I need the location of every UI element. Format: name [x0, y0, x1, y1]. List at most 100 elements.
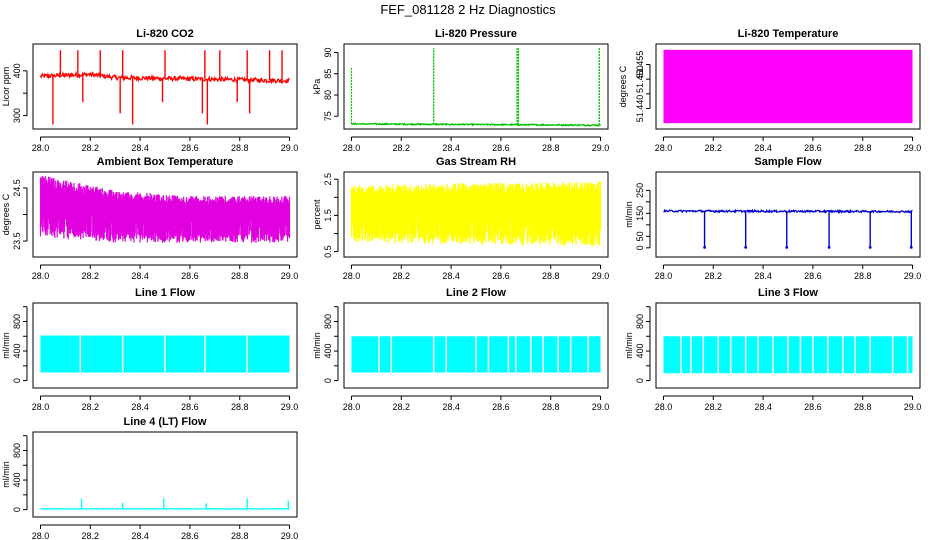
x-tick-label: 28.8 [854, 271, 872, 281]
y-tick-label: 150 [635, 206, 645, 221]
y-axis-label: degrees C [618, 65, 628, 107]
x-tick-label: 29.0 [281, 531, 299, 540]
plot-frame [655, 43, 921, 130]
chart-li820-temp: Li-820 Temperature 28.0 28.2 28.4 28.6 28.8 29… [618, 28, 921, 153]
plot-area [663, 208, 913, 249]
data-band [379, 336, 391, 373]
x-tick-label: 28.4 [442, 143, 460, 153]
data-point [785, 245, 789, 249]
y-tick-label: 0 [12, 378, 22, 383]
chart-line2: Line 2 Flow 28.0 28.2 28.4 28.6 28.8 29.0 0 400 8… [312, 287, 609, 412]
plot-area [40, 498, 290, 510]
chart-title: Li-820 Temperature [738, 28, 839, 40]
plot-area [351, 336, 601, 373]
data-band [893, 336, 907, 374]
x-tick-label: 29.0 [592, 271, 610, 281]
data-band [746, 336, 758, 374]
chart-title: Line 2 Flow [446, 287, 506, 299]
data-band [558, 336, 570, 373]
x-tick-label: 28.2 [705, 143, 723, 153]
data-band [719, 336, 730, 374]
data-band [801, 336, 813, 374]
x-tick-label: 28.0 [32, 531, 50, 540]
x-tick-label: 28.6 [181, 271, 199, 281]
x-tick-label: 28.8 [231, 271, 249, 281]
y-tick-label: 23.5 [12, 232, 22, 250]
x-tick-label: 28.4 [754, 271, 772, 281]
plot-area [39, 50, 290, 125]
x-tick-label: 28.8 [854, 402, 872, 412]
y-tick-label: 51.450 [635, 65, 645, 93]
chart-sample-flow: Sample Flow 28.0 28.2 28.4 28.6 28.8 29.0 0 50 15… [624, 156, 921, 281]
x-tick-label: 28.6 [492, 402, 510, 412]
plot-frame [655, 171, 921, 258]
plot-frame [32, 171, 298, 258]
data-band [40, 335, 80, 373]
x-tick-label: 28.2 [82, 271, 100, 281]
x-tick-label: 28.6 [181, 402, 199, 412]
data-point [744, 245, 748, 249]
chart-line4: Line 4 (LT) Flow 28.0 28.2 28.4 28.6 28.8 29.0… [1, 416, 298, 540]
data-band [843, 336, 855, 374]
plot-area [350, 48, 602, 127]
chart-title: Gas Stream RH [436, 156, 516, 168]
y-axis-label: kPa [312, 79, 322, 95]
x-tick-label: 28.0 [343, 271, 361, 281]
x-tick-label: 28.6 [804, 143, 822, 153]
data-series [40, 507, 290, 510]
data-band [351, 336, 379, 373]
data-point [827, 245, 831, 249]
plot-frame [32, 43, 298, 130]
x-tick-label: 29.0 [904, 143, 922, 153]
y-tick-label: 0.5 [323, 245, 333, 258]
x-tick-label: 28.4 [442, 271, 460, 281]
x-tick-label: 28.6 [181, 531, 199, 540]
y-tick-label: 51.455 [635, 51, 645, 79]
data-band [704, 336, 718, 374]
y-axis-label: percent [312, 199, 322, 230]
plot-frame [343, 302, 609, 389]
plot-area [663, 336, 913, 374]
x-tick-label: 28.4 [442, 402, 460, 412]
chart-title: Li-820 CO2 [136, 28, 193, 40]
x-tick-label: 28.2 [82, 143, 100, 153]
y-axis-label: ml/min [1, 332, 11, 359]
plot-area [39, 175, 291, 243]
x-tick-label: 29.0 [592, 402, 610, 412]
x-tick-label: 28.2 [705, 402, 723, 412]
chart-title: Li-820 Pressure [435, 28, 517, 40]
x-tick-label: 28.6 [804, 271, 822, 281]
x-tick-label: 28.8 [231, 143, 249, 153]
data-band [828, 336, 843, 374]
plot-area [40, 335, 290, 373]
y-tick-label: 250 [635, 183, 645, 198]
data-band [870, 336, 892, 374]
data-series [351, 122, 602, 127]
y-tick-label: 800 [12, 443, 22, 458]
page-title: FEF_081128 2 Hz Diagnostics [380, 2, 556, 17]
x-tick-label: 28.8 [542, 402, 560, 412]
y-tick-label: 24.5 [12, 179, 22, 197]
x-tick-label: 28.2 [705, 271, 723, 281]
y-tick-label: 400 [323, 344, 333, 359]
data-band [813, 336, 828, 374]
data-series [663, 208, 913, 214]
data-band [691, 336, 703, 374]
plot-frame [32, 302, 298, 389]
y-axis-label: ml/min [312, 332, 322, 359]
data-band [476, 336, 488, 373]
y-tick-label: 400 [12, 473, 22, 488]
x-tick-label: 28.0 [343, 143, 361, 153]
x-tick-label: 28.6 [181, 143, 199, 153]
plot-area [663, 49, 913, 124]
x-tick-label: 28.0 [32, 271, 50, 281]
data-band [543, 336, 558, 373]
data-band [489, 336, 508, 373]
x-tick-label: 28.0 [655, 143, 673, 153]
plot-frame [32, 431, 298, 518]
data-series [350, 181, 602, 247]
y-tick-label: 80 [323, 90, 333, 100]
y-tick-label: 85 [323, 69, 333, 79]
x-tick-label: 28.0 [343, 402, 361, 412]
data-band [571, 336, 588, 373]
